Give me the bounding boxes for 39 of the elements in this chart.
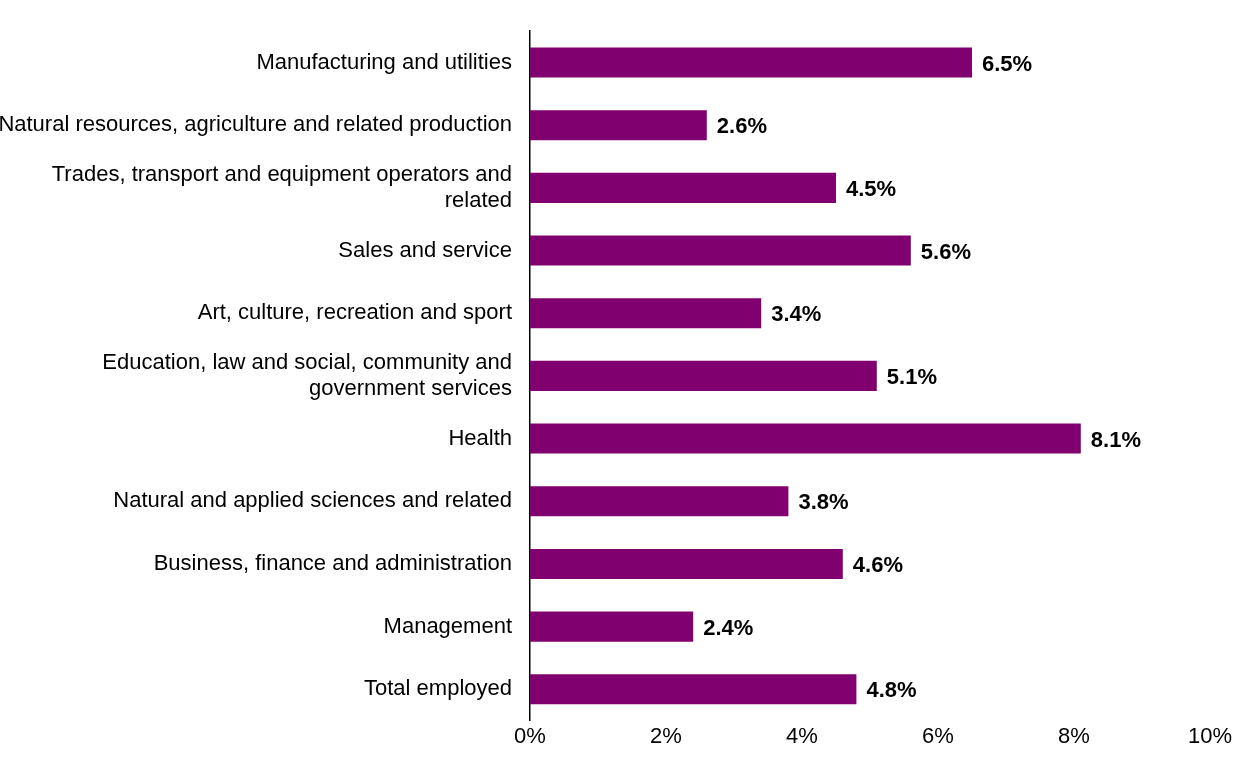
data-label: 2.6% (716, 113, 767, 139)
x-tick-label: 0% (514, 722, 546, 748)
data-label: 2.4% (703, 614, 754, 640)
bar (530, 110, 707, 141)
data-label: 5.6% (920, 238, 971, 264)
data-label: 4.6% (852, 551, 903, 577)
y-tick-label: Health (448, 424, 512, 450)
x-tick-label: 4% (786, 722, 818, 748)
y-tick-label: Manufacturing and utilities (256, 48, 512, 74)
x-tick-label: 6% (922, 722, 954, 748)
y-tick-label: Education, law and social, community and government services (102, 348, 512, 401)
bar (530, 486, 789, 517)
bar (530, 172, 836, 203)
x-tick-label: 8% (1058, 722, 1090, 748)
y-tick-label: Trades, transport and equipment operators and related (51, 160, 512, 213)
y-tick-label: Total employed (364, 675, 512, 701)
bar (530, 298, 762, 329)
bar (530, 548, 843, 579)
bar (530, 47, 972, 78)
x-tick-label: 2% (650, 722, 682, 748)
data-label: 3.4% (771, 301, 822, 327)
x-tick-label: 10% (1187, 722, 1233, 748)
y-tick-label: Management (383, 612, 512, 638)
data-label: 4.8% (866, 677, 917, 703)
data-label: 5.1% (886, 363, 937, 389)
y-tick-label: Sales and service (338, 236, 512, 262)
y-tick-label: Natural and applied sciences and related (113, 487, 512, 513)
data-label: 8.1% (1090, 426, 1141, 452)
y-tick-label: Natural resources, agriculture and related production (0, 111, 512, 137)
data-label: 4.5% (846, 175, 897, 201)
bar (530, 235, 911, 266)
data-label: 6.5% (982, 50, 1033, 76)
data-label: 3.8% (798, 489, 849, 515)
bar (530, 611, 694, 642)
y-tick-label: Business, finance and administration (153, 549, 512, 575)
bar (530, 674, 857, 705)
bar (530, 423, 1081, 454)
bar (530, 360, 877, 391)
y-tick-label: Art, culture, recreation and sport (197, 299, 512, 325)
